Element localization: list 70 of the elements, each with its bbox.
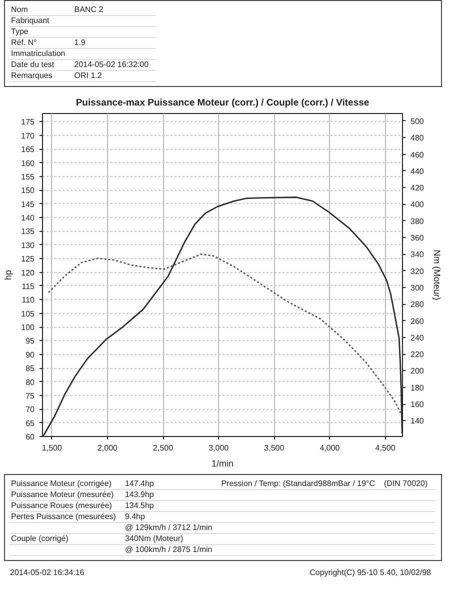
x-axis-title: 1/min	[211, 458, 234, 468]
text: Remarques ORI 1.2	[11, 71, 102, 80]
y2-tick-label: 280	[410, 300, 424, 310]
y2-tick-label: 300	[410, 283, 424, 292]
text: Type	[9, 26, 72, 38]
x-tick-label: 4,000	[320, 444, 340, 452]
y2-tick-label: 180	[410, 383, 424, 392]
y-tick-label: 100	[21, 323, 36, 332]
text: Réf. N° 1.9	[11, 38, 86, 47]
y2-tick-label: 440	[410, 166, 424, 176]
y2-tick-label: 320	[410, 266, 424, 276]
y-tick-label: 150	[21, 186, 36, 196]
y2-tick-label: 220	[410, 350, 424, 360]
y-tick-label: 155	[21, 172, 36, 182]
text: Nom BANC 2	[11, 5, 104, 14]
text: 2014-05-02 16:34:16 Copyright(C) 95-10 5.40, 10/02/98	[10, 568, 431, 577]
y-tick-label: 120	[21, 268, 36, 278]
x-tick-label: 4,500	[375, 444, 396, 452]
y-tick-label: 75	[26, 391, 36, 400]
y-tick-label: 85	[26, 364, 36, 374]
y2-tick-label: 380	[410, 216, 424, 226]
text: Pertes Puissance (mesurées) 9.4hp	[10, 512, 146, 522]
y-tick-label: 105	[21, 309, 36, 318]
y-tick-label: 60	[26, 432, 36, 442]
y2-tick-label: 360	[410, 234, 424, 243]
y2-tick-label: 340	[410, 250, 424, 260]
text: Couple (corrigé) 340Nm (Moteur)	[11, 534, 184, 543]
y2-axis-title: Nm (Moteur)	[432, 250, 442, 300]
y-tick-label: 145	[21, 200, 36, 209]
y-tick-label: 165	[21, 145, 36, 154]
y2-tick-label: 160	[410, 400, 424, 410]
line-series	[48, 253, 402, 415]
y-tick-label: 110	[22, 296, 36, 305]
text: Fabriquant	[9, 16, 72, 26]
y-tick-label: 135	[21, 227, 36, 236]
y-tick-label: 95	[26, 336, 36, 346]
y-tick-label: 170	[21, 131, 36, 140]
y2-tick-label: 500	[410, 116, 424, 126]
y2-tick-label: 140	[410, 416, 424, 426]
chart-title: Puissance-max Puissance Moteur (corr.) / Couple (corr.) / Vitesse	[76, 98, 370, 108]
y2-tick-label: 240	[410, 333, 424, 342]
y2-tick-label: 420	[410, 184, 424, 193]
y-tick-label: 140	[21, 214, 36, 223]
text: Immatriculation	[9, 48, 72, 60]
y-tick-label: 70	[26, 405, 36, 414]
x-tick-label: 2,500	[153, 444, 174, 452]
y-tick-label: 175	[21, 118, 36, 127]
text: @ 129km/h / 3712 1/min	[122, 522, 220, 534]
y-tick-label: 160	[21, 158, 36, 168]
y-axis-title: hp	[3, 270, 14, 280]
text: @ 100km/h / 2875 1/min	[122, 544, 220, 556]
x-tick-label: 3,000	[208, 444, 230, 452]
text: Puissance Moteur (mesurée) 143.9hp	[11, 490, 154, 499]
y-tick-label: 80	[26, 378, 36, 387]
x-tick-label: 1,500	[42, 444, 63, 452]
x-tick-label: 3,500	[264, 444, 285, 452]
text: Puissance Roues (mesurée) 134.5hp	[11, 501, 154, 510]
y-tick-label: 130	[21, 240, 36, 250]
y2-tick-label: 460	[410, 150, 424, 160]
text: Puissance Moteur (corrigée) 147.4hp Pression / Temp: (Standard988mBar / 19°C (DIN 70020)	[11, 479, 428, 488]
y2-tick-label: 200	[410, 366, 424, 376]
x-tick-label: 2,000	[97, 444, 118, 452]
y2-tick-label: 480	[410, 134, 424, 143]
y2-tick-label: 260	[410, 316, 424, 326]
y-tick-label: 90	[26, 350, 36, 360]
y-tick-label: 115	[22, 282, 36, 291]
y-tick-label: 125	[21, 254, 36, 264]
y2-tick-label: 400	[410, 200, 424, 210]
y-tick-label: 65	[26, 418, 36, 428]
text: Date du test 2014-05-02 16:32:00	[11, 60, 149, 69]
